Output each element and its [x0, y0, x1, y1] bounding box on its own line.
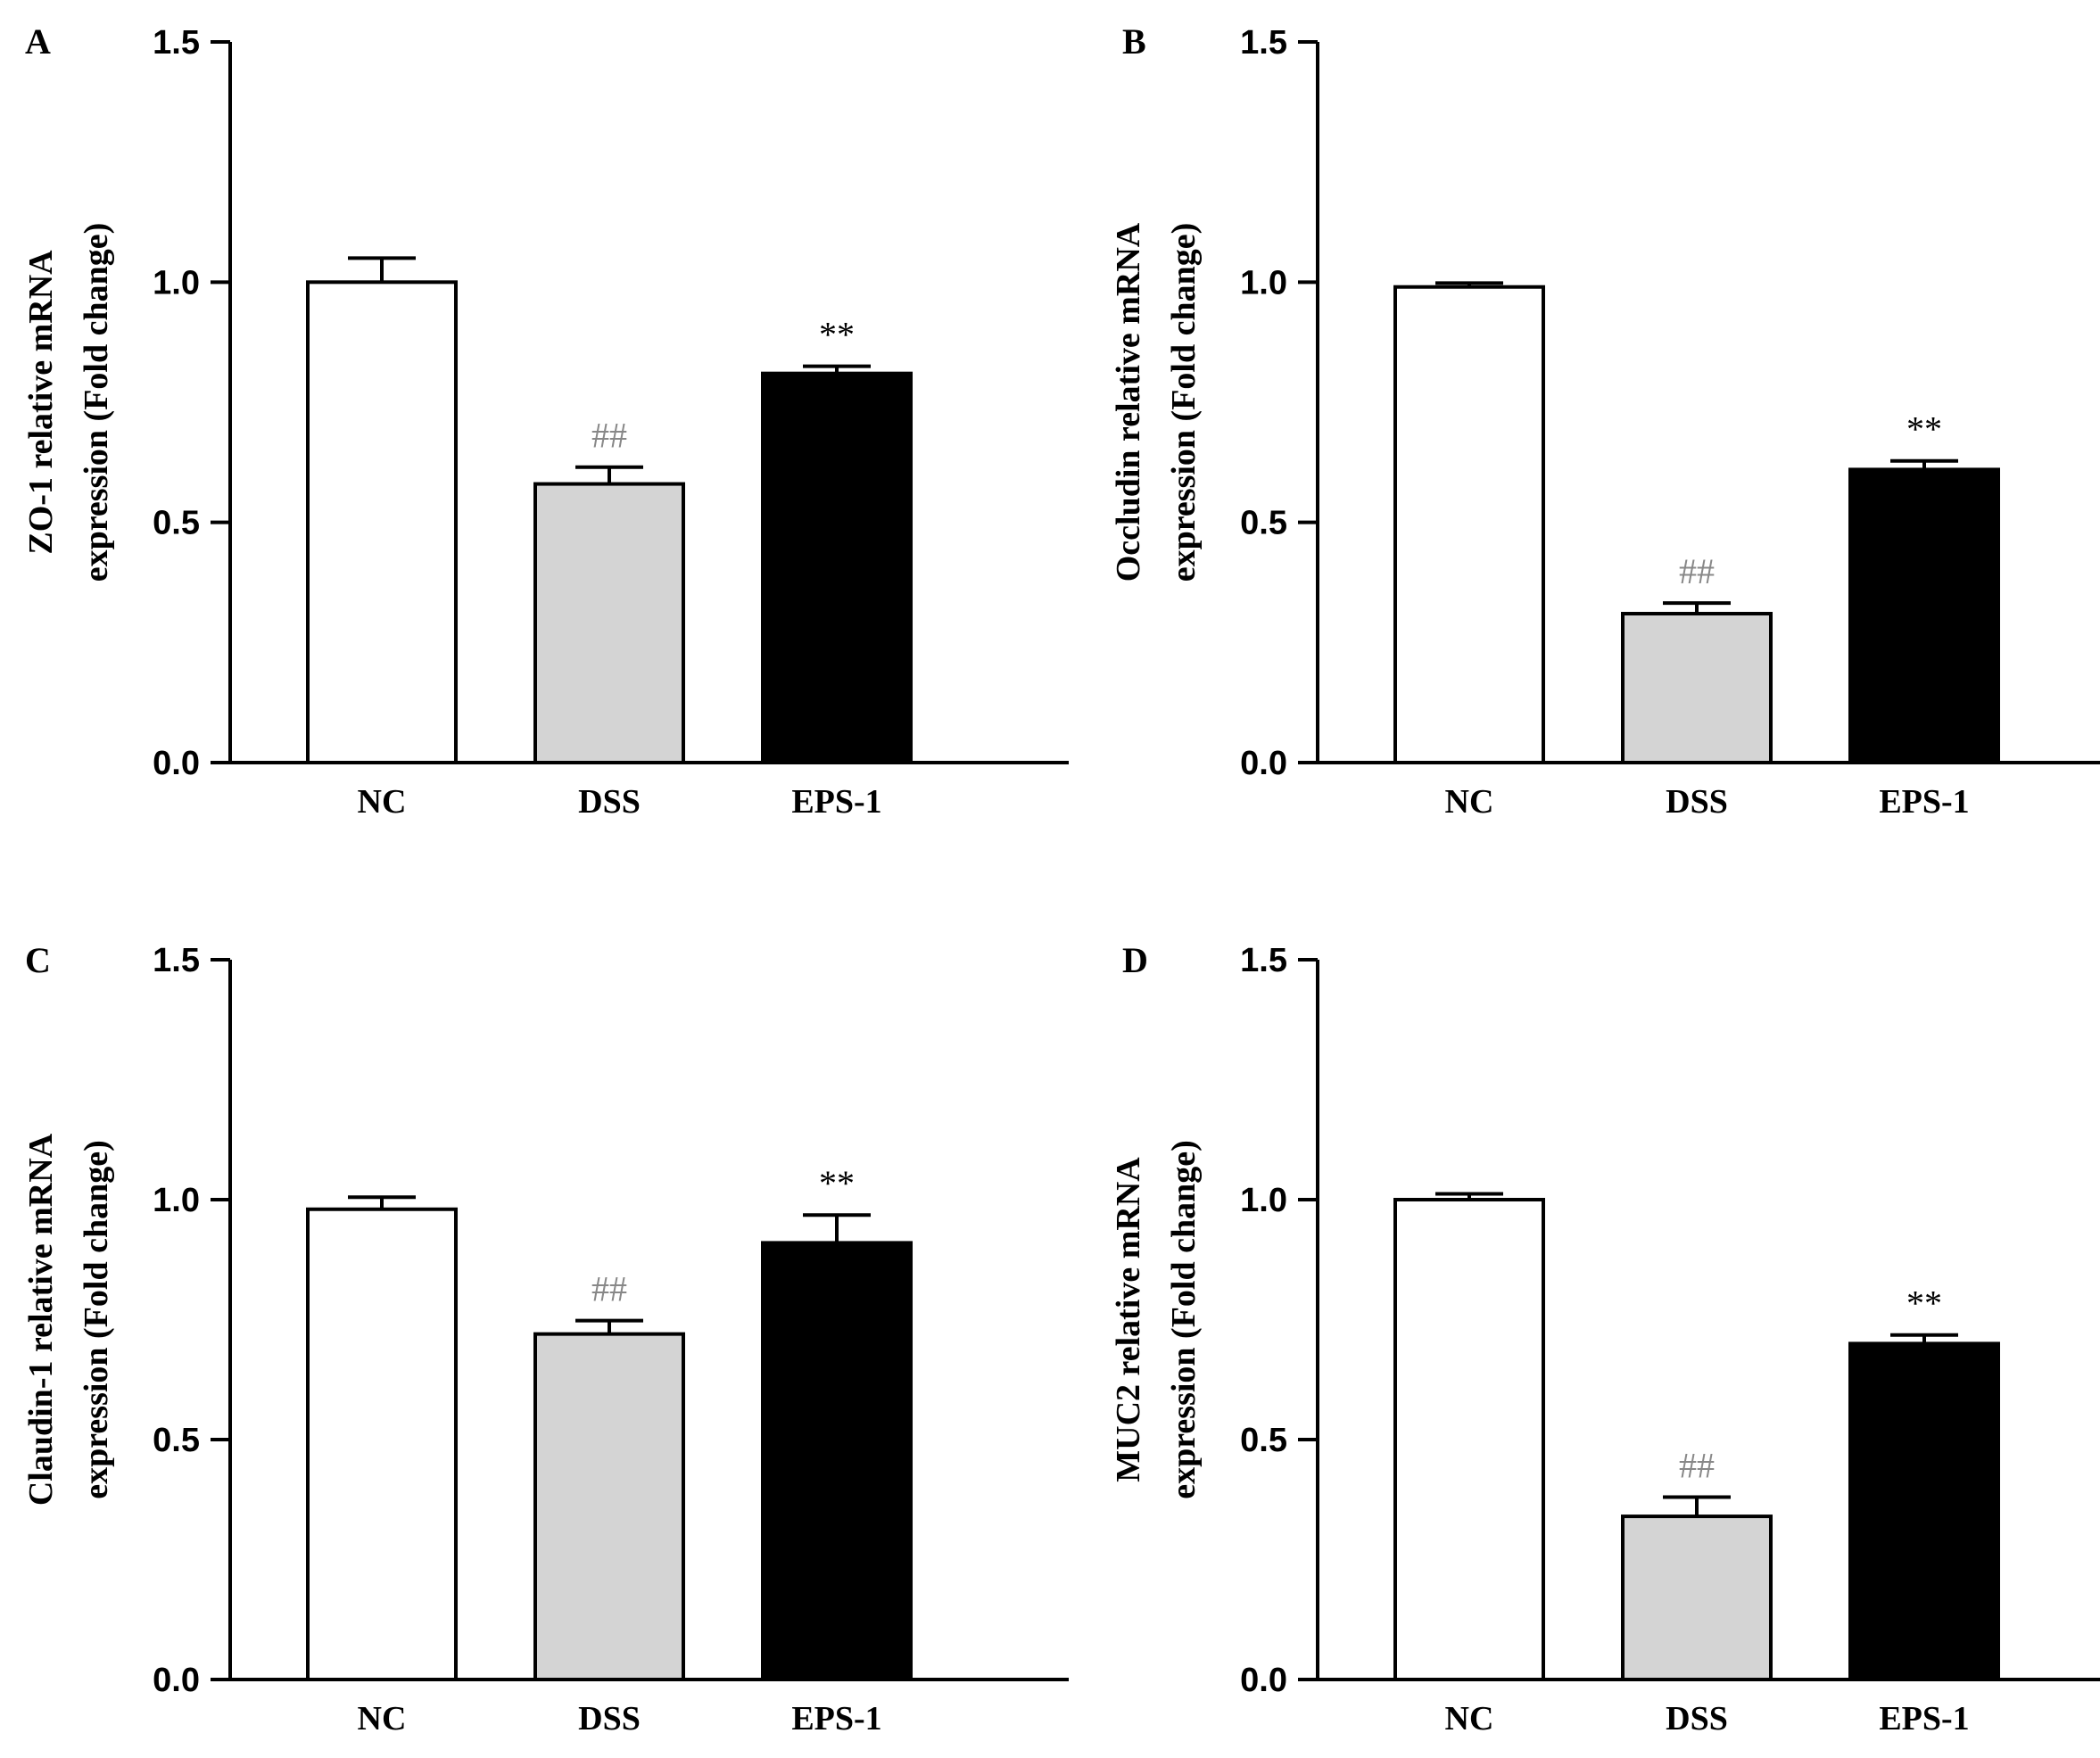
panel-b-ylabel-line-1: Occludin relative mRNA	[1110, 222, 1147, 582]
panel-a-ytick-label-2: 1.0	[153, 264, 200, 301]
panel-a-xtick-label-dss: DSS	[578, 783, 641, 821]
panel-a-xtick-label-eps-1: EPS-1	[791, 783, 881, 821]
panel-b-chart: B Occludin relative mRNA expression (Fold …	[1110, 21, 2100, 821]
panel-a-ytick-label-0: 0.0	[153, 745, 200, 782]
panel-c-xtick-label-eps-1: EPS-1	[791, 1700, 881, 1737]
panel-c-letter: C	[25, 940, 51, 980]
panel-a-ytick-label-3: 1.5	[153, 24, 200, 62]
panel-a-bar-dss	[533, 482, 685, 764]
panel-d-xtick-label-eps-1: EPS-1	[1879, 1700, 1969, 1737]
panel-a-ytick-label-1: 0.5	[153, 505, 200, 542]
panel-d-ylabel-line-1: MUC2 relative mRNA	[1110, 1157, 1147, 1482]
panel-a-letter: A	[25, 21, 51, 62]
panel-d-chart: D MUC2 relative mRNA expression (Fold chan…	[1110, 940, 2100, 1737]
panel-c-xtick-label-nc: NC	[358, 1700, 407, 1737]
panel-b-xtick-label-nc: NC	[1445, 783, 1494, 821]
panel-b-ytick-label-0: 0.0	[1240, 745, 1287, 782]
panel-c-ytick-label-2: 1.0	[153, 1182, 200, 1219]
panel-a-chart: A ZO-1 relative mRNA expression (Fold chan…	[22, 21, 1069, 821]
panel-c-ytick-label-3: 1.5	[153, 942, 200, 979]
panel-a-bar-eps-1	[761, 371, 913, 764]
panel-c-bar-eps-1	[761, 1241, 913, 1682]
panel-c-ylabel-line-1: Claudin-1 relative mRNA	[22, 1133, 60, 1506]
panel-b-bar-nc	[1393, 285, 1545, 765]
panel-b-xtick-label-dss: DSS	[1666, 783, 1728, 821]
panel-c-xtick-label-dss: DSS	[578, 1700, 641, 1737]
panel-d-ytick-label-3: 1.5	[1240, 942, 1287, 979]
panel-d-significance-dss: ##	[1679, 1446, 1715, 1486]
panel-b-significance-eps-1: **	[1906, 409, 1942, 450]
panel-d-ytick-label-1: 0.5	[1240, 1422, 1287, 1459]
panel-d-xtick-label-nc: NC	[1445, 1700, 1494, 1737]
panel-d-ylabel-line-2: expression (Fold change)	[1165, 1140, 1203, 1499]
panel-c-bar-dss	[533, 1332, 685, 1681]
panel-a-bar-nc	[306, 280, 458, 765]
panel-a-significance-dss: ##	[591, 416, 627, 456]
panel-d-bar-dss	[1621, 1515, 1773, 1681]
panel-b-bar-dss	[1621, 612, 1773, 764]
panel-d-significance-eps-1: **	[1906, 1283, 1942, 1324]
panel-c-significance-dss: ##	[591, 1269, 627, 1309]
panel-a-xtick-label-nc: NC	[358, 783, 407, 821]
panel-a-ylabel-line-1: ZO-1 relative mRNA	[22, 250, 60, 555]
panel-d-ytick-label-0: 0.0	[1240, 1662, 1287, 1699]
panel-a-ylabel-line-2: expression (Fold change)	[78, 223, 115, 582]
panel-c-bar-nc	[306, 1207, 458, 1681]
panel-d-letter: D	[1122, 940, 1148, 980]
panel-c-ytick-label-1: 0.5	[153, 1422, 200, 1459]
panel-b-xtick-label-eps-1: EPS-1	[1879, 783, 1969, 821]
panel-b-ytick-label-1: 0.5	[1240, 505, 1287, 542]
panel-a-significance-eps-1: **	[819, 315, 855, 355]
panel-c-significance-eps-1: **	[819, 1163, 855, 1203]
panel-d-ytick-label-2: 1.0	[1240, 1182, 1287, 1219]
panel-d-xtick-label-dss: DSS	[1666, 1700, 1728, 1737]
panel-d-bar-eps-1	[1848, 1341, 2000, 1682]
panel-c-chart: C Claudin-1 relative mRNA expression (Fold…	[22, 940, 1069, 1737]
panel-b-ylabel-line-2: expression (Fold change)	[1165, 223, 1203, 582]
panel-c-ytick-label-0: 0.0	[153, 1662, 200, 1699]
panel-b-ytick-label-3: 1.5	[1240, 24, 1287, 62]
panel-b-significance-dss: ##	[1679, 551, 1715, 591]
panel-b-ytick-label-2: 1.0	[1240, 264, 1287, 301]
panel-b-bar-eps-1	[1848, 467, 2000, 764]
panel-c-ylabel-line-2: expression (Fold change)	[78, 1140, 115, 1499]
panel-d-bar-nc	[1393, 1198, 1545, 1681]
panel-b-letter: B	[1122, 21, 1146, 62]
